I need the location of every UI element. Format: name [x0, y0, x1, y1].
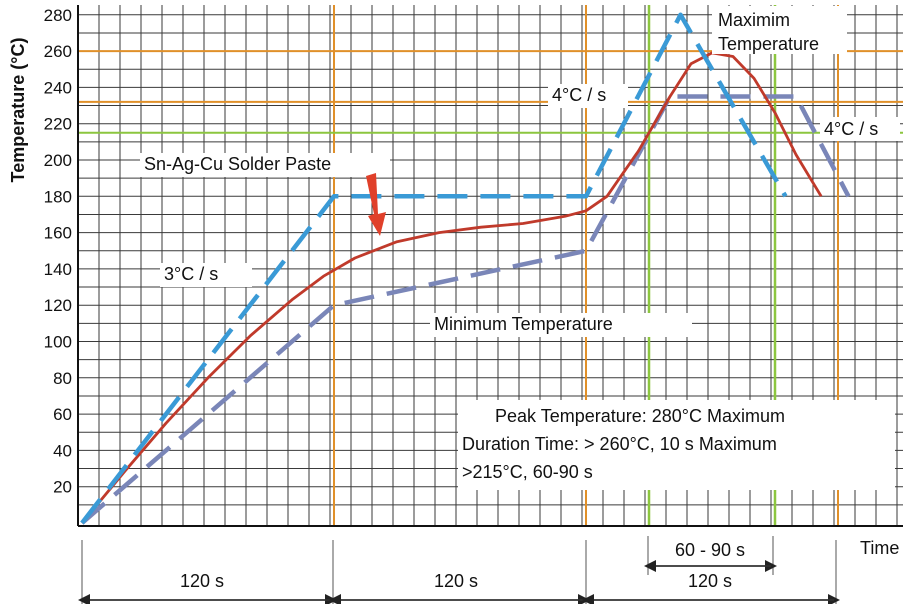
- y-tick-label: 20: [53, 478, 72, 497]
- y-tick-labels: 20 40 60 80 100 120 140 160 180 200 220 240 260 280: [44, 6, 72, 497]
- max-temp-label-1: Maximim: [718, 10, 790, 30]
- time-segment-1: 120 s: [180, 571, 224, 591]
- solder-paste-pointer: [366, 173, 386, 236]
- solder-paste-label: Sn-Ag-Cu Solder Paste: [144, 154, 331, 174]
- rate-max-label: 4°C / s: [552, 85, 606, 105]
- y-tick-label: 260: [44, 42, 72, 61]
- y-tick-label: 80: [53, 369, 72, 388]
- y-tick-label: 60: [53, 405, 72, 424]
- y-tick-label: 240: [44, 78, 72, 97]
- y-tick-label: 220: [44, 115, 72, 134]
- y-tick-label: 120: [44, 296, 72, 315]
- ramp-rate-label: 3°C / s: [164, 264, 218, 284]
- spec-line-3: >215°C, 60-90 s: [462, 462, 593, 482]
- y-tick-label: 160: [44, 224, 72, 243]
- time-scale: [78, 536, 840, 604]
- time-segment-3: 120 s: [688, 571, 732, 591]
- max-temp-label-2: Temperature: [718, 34, 819, 54]
- min-temp-label: Minimum Temperature: [434, 314, 613, 334]
- duration-label: 60 - 90 s: [675, 540, 745, 560]
- y-tick-label: 40: [53, 441, 72, 460]
- rate-min-label: 4°C / s: [824, 119, 878, 139]
- y-tick-label: 200: [44, 151, 72, 170]
- y-tick-label: 280: [44, 6, 72, 25]
- y-tick-label: 180: [44, 187, 72, 206]
- spec-line-2: Duration Time: > 260°C, 10 s Maximum: [462, 434, 777, 454]
- y-axis-label: Temperature (°C): [8, 38, 28, 183]
- time-segment-2: 120 s: [434, 571, 478, 591]
- series-line-max: [80, 12, 788, 525]
- y-tick-label: 100: [44, 333, 72, 352]
- series-line-typ: [80, 51, 823, 524]
- series-layer: [80, 12, 851, 525]
- y-tick-label: 140: [44, 260, 72, 279]
- x-axis-label: Time: [860, 538, 899, 558]
- series-line-min: [80, 94, 851, 525]
- spec-line-1: Peak Temperature: 280°C Maximum: [495, 406, 785, 426]
